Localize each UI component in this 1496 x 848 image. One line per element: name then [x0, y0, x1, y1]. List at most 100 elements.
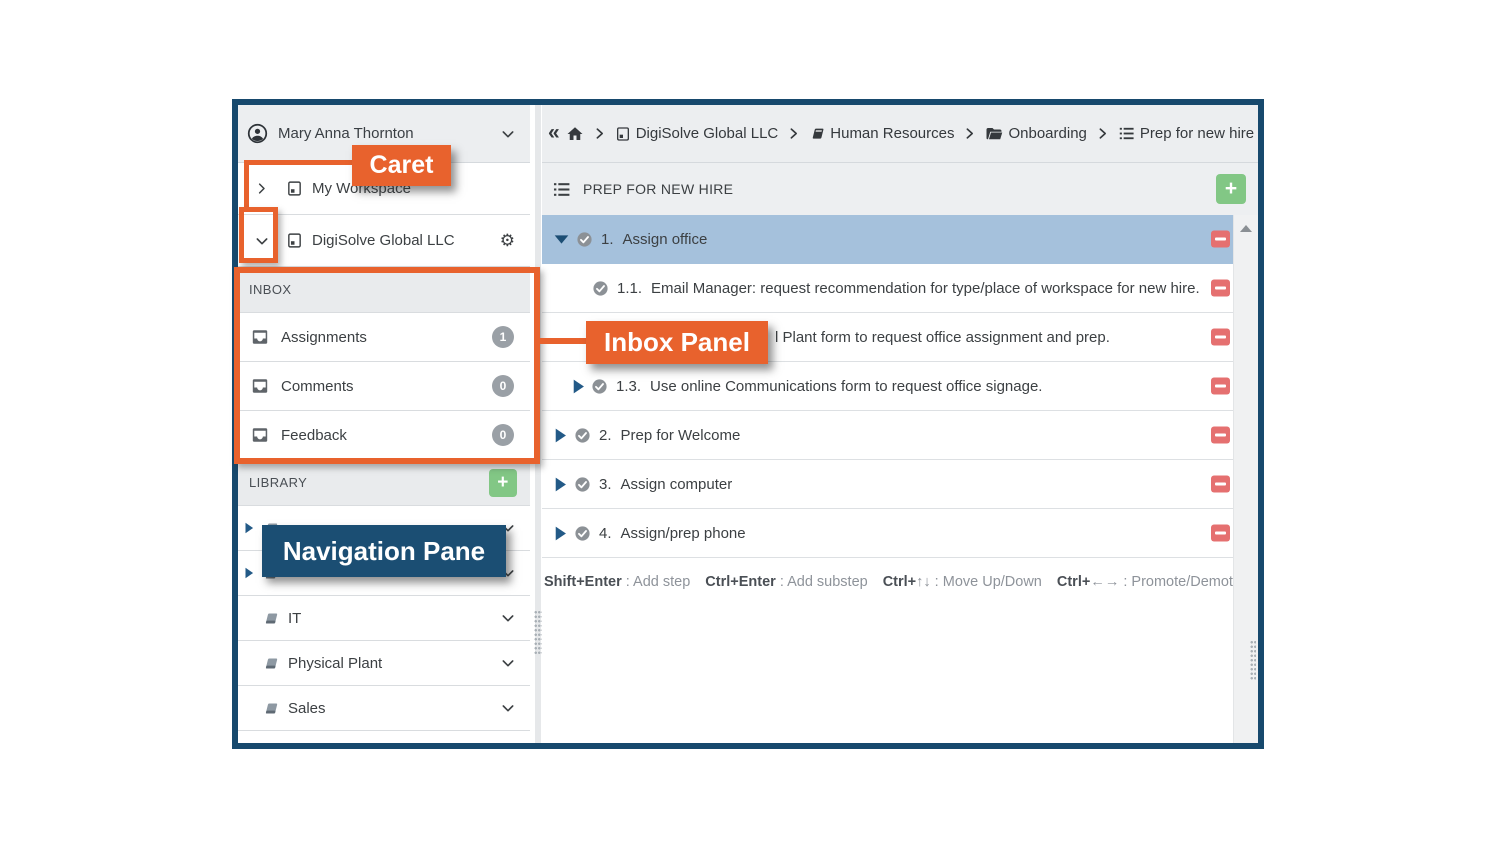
sidebar-item-label: Sales — [288, 699, 326, 717]
numbered-list-icon — [552, 180, 571, 199]
library-header-label: LIBRARY — [249, 475, 308, 490]
folder-open-icon — [985, 125, 1003, 143]
delete-step-button[interactable] — [1211, 328, 1230, 346]
inbox-panel-highlight-box — [234, 267, 540, 464]
check-circle-icon[interactable] — [591, 378, 608, 395]
main-panel: « DigiSolve Global LLC Human Resourc — [542, 105, 1258, 743]
library-section-header: LIBRARY + — [238, 460, 530, 506]
check-circle-icon[interactable] — [574, 427, 591, 444]
task-row-1[interactable]: 1. Assign office — [542, 215, 1233, 264]
chevron-down-icon[interactable] — [500, 700, 516, 716]
book-icon — [262, 655, 279, 672]
workspace-icon — [286, 232, 303, 249]
sidebar-item-physical-plant[interactable]: Physical Plant — [238, 641, 530, 686]
check-circle-icon[interactable] — [592, 280, 609, 297]
task-text: Use online Communications form to reques… — [650, 377, 1043, 395]
task-text: Assign office — [622, 230, 708, 248]
chevron-down-icon[interactable] — [254, 233, 270, 249]
splitter-grip[interactable] — [534, 610, 542, 655]
checklist: 1. Assign office 1.1. Email Manager: req… — [542, 215, 1233, 558]
inbox-tray-icon — [251, 328, 269, 346]
task-text: l Plant form to request office assignmen… — [775, 328, 1110, 346]
chevron-right-icon — [963, 127, 976, 140]
user-name: Mary Anna Thornton — [278, 125, 414, 142]
delete-step-button[interactable] — [1211, 524, 1230, 542]
breadcrumb-label: Prep for new hire — [1139, 125, 1255, 142]
book-icon — [809, 126, 825, 142]
delete-step-button[interactable] — [1211, 230, 1230, 248]
hint-promote: Ctrl+←→ : Promote/Demote — [1056, 574, 1242, 590]
count-badge: 0 — [492, 375, 514, 397]
delete-step-button[interactable] — [1211, 377, 1230, 395]
sidebar-item-it[interactable]: IT — [238, 596, 530, 641]
check-circle-icon[interactable] — [574, 476, 591, 493]
delete-step-button[interactable] — [1211, 475, 1230, 493]
inbox-panel-callout-label: Inbox Panel — [586, 321, 768, 364]
task-row-1-1[interactable]: 1.1. Email Manager: request recommendati… — [542, 264, 1233, 313]
breadcrumb-label: DigiSolve Global LLC — [635, 125, 779, 142]
caret-highlight-box — [239, 207, 278, 263]
check-circle-icon[interactable] — [574, 525, 591, 542]
home-icon[interactable] — [566, 125, 584, 143]
task-text: Email Manager: request recommendation fo… — [651, 279, 1200, 297]
inbox-panel-callout-connector — [540, 338, 588, 344]
sidebar-item-label: Assignments — [281, 328, 367, 346]
scroll-up-arrow[interactable] — [1240, 225, 1252, 232]
expand-triangle-icon[interactable] — [242, 566, 256, 580]
sidebar-item-comments[interactable]: Comments 0 — [238, 362, 530, 411]
task-number: 1.3. — [616, 377, 642, 395]
task-row-1-3[interactable]: 1.3. Use online Communications form to r… — [542, 362, 1233, 411]
book-icon — [262, 610, 279, 627]
sidebar-item-feedback[interactable]: Feedback 0 — [238, 411, 530, 460]
breadcrumb-item-onboarding[interactable]: Onboarding — [985, 125, 1087, 143]
collapse-sidebar-icon[interactable]: « — [548, 120, 560, 144]
breadcrumb-item-digisolve[interactable]: DigiSolve Global LLC — [615, 125, 779, 142]
collapse-triangle-icon[interactable] — [553, 232, 570, 247]
expand-triangle-icon[interactable] — [242, 521, 256, 535]
chevron-down-icon[interactable] — [500, 126, 516, 142]
inbox-tray-icon — [251, 377, 269, 395]
expand-triangle-icon[interactable] — [571, 378, 586, 395]
chevron-right-icon[interactable] — [254, 181, 269, 196]
inbox-header-label: INBOX — [249, 282, 292, 297]
sidebar-item-assignments[interactable]: Assignments 1 — [238, 313, 530, 362]
delete-step-button[interactable] — [1211, 279, 1230, 297]
hint-add-substep: Ctrl+Enter : Add substep — [705, 574, 868, 590]
add-library-button[interactable]: + — [489, 469, 517, 497]
sidebar-item-digisolve[interactable]: DigiSolve Global LLC ⚙ — [238, 215, 530, 267]
task-text: Assign/prep phone — [620, 524, 746, 542]
chevron-right-icon — [593, 127, 606, 140]
chevron-down-icon[interactable] — [500, 610, 516, 626]
sidebar-item-label: Physical Plant — [288, 654, 383, 672]
caret-callout-connector — [244, 160, 249, 210]
chevron-right-icon — [787, 127, 800, 140]
task-row-2[interactable]: 2. Prep for Welcome — [542, 411, 1233, 460]
add-step-button[interactable]: + — [1216, 174, 1246, 204]
task-text: Assign computer — [620, 475, 733, 493]
sidebar-item-label: IT — [288, 609, 302, 627]
chevron-right-icon — [1096, 127, 1109, 140]
task-number: 2. — [599, 426, 612, 444]
task-row-4[interactable]: 4. Assign/prep phone — [542, 509, 1233, 558]
task-number: 1. — [601, 230, 614, 248]
keyboard-hints: Shift+Enter : Add step Ctrl+Enter : Add s… — [542, 560, 1241, 590]
breadcrumb-label: Onboarding — [1008, 125, 1087, 142]
task-number: 1.1. — [617, 279, 643, 297]
expand-triangle-icon[interactable] — [553, 525, 568, 542]
chevron-down-icon[interactable] — [500, 655, 516, 671]
sidebar-item-label: Feedback — [281, 426, 347, 444]
check-circle-icon[interactable] — [576, 231, 593, 248]
delete-step-button[interactable] — [1211, 426, 1230, 444]
checklist-titlebar: PREP FOR NEW HIRE + — [542, 163, 1258, 215]
expand-triangle-icon[interactable] — [553, 427, 568, 444]
expand-triangle-icon[interactable] — [553, 476, 568, 493]
gear-icon[interactable]: ⚙ — [499, 230, 515, 250]
breadcrumb-item-human-resources[interactable]: Human Resources — [809, 125, 954, 142]
sidebar-item-sales[interactable]: Sales — [238, 686, 530, 731]
task-row-3[interactable]: 3. Assign computer — [542, 460, 1233, 509]
caret-callout-connector — [244, 160, 356, 165]
breadcrumb-item-prep-for-new-hire[interactable]: Prep for new hire — [1118, 125, 1254, 142]
resize-grip[interactable] — [1250, 640, 1256, 680]
scrollbar[interactable] — [1233, 215, 1258, 743]
breadcrumb-label: Human Resources — [830, 125, 955, 142]
